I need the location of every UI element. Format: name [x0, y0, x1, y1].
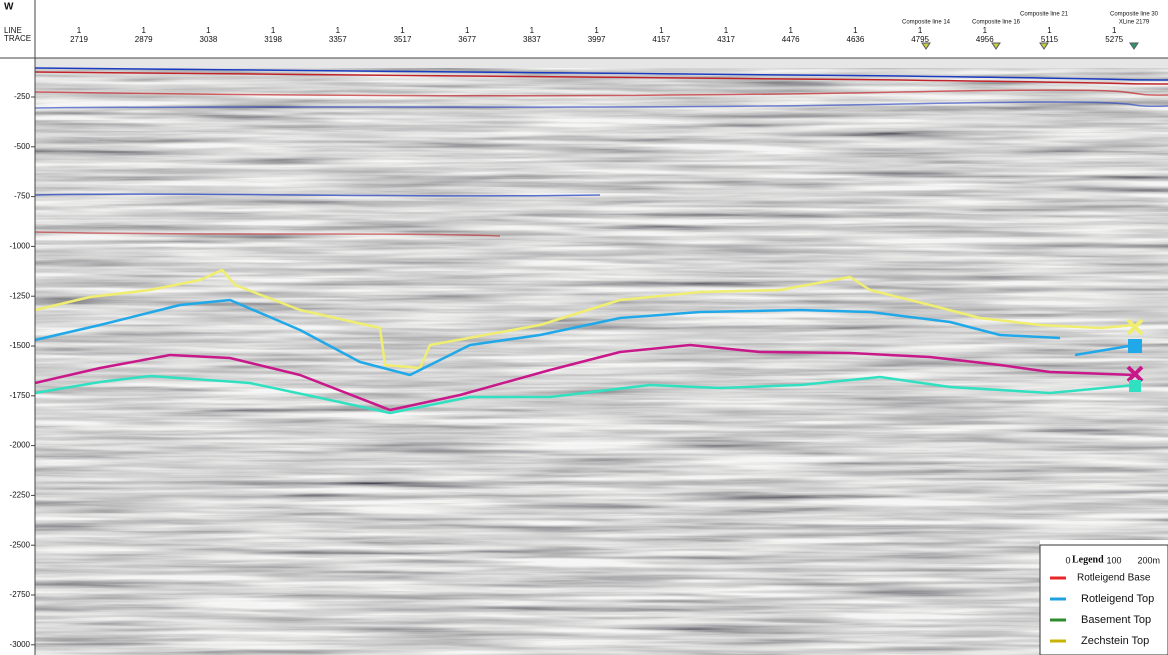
- end-marker: [1126, 365, 1144, 383]
- side-label: W: [4, 2, 14, 13]
- end-marker: [1126, 318, 1144, 336]
- trace-number: 3677: [458, 35, 476, 44]
- trace-number: 4157: [652, 35, 670, 44]
- y-tick-label: -3000: [10, 640, 31, 649]
- base-horizon: [34, 343, 1136, 412]
- trace-number: 3198: [264, 35, 282, 44]
- y-tick-label: -750: [14, 192, 31, 201]
- well-marker: [991, 42, 1001, 50]
- well-marker: [921, 42, 931, 50]
- scale-label: 100: [1106, 555, 1121, 565]
- y-tick-label: -1750: [10, 391, 31, 400]
- line-number: 1: [788, 26, 793, 35]
- end-marker: [1129, 380, 1141, 392]
- composite-line-label: XLine 2179: [1119, 20, 1150, 26]
- y-tick-label: -2750: [10, 590, 31, 599]
- y-tick-label: -2000: [10, 441, 31, 450]
- line-label: LINE: [4, 26, 22, 35]
- line-number: 1: [1047, 26, 1052, 35]
- line-number: 1: [400, 26, 405, 35]
- composite-line-label: Composite line 14: [902, 20, 951, 26]
- line-number: 1: [206, 26, 211, 35]
- trace-number: 3357: [329, 35, 347, 44]
- trace-number: 3038: [200, 35, 218, 44]
- line-number: 1: [141, 26, 146, 35]
- y-tick-label: -2500: [10, 540, 31, 549]
- trace-number: 3997: [588, 35, 606, 44]
- trace-number: 2879: [135, 35, 153, 44]
- trace-number: 4795: [911, 35, 929, 44]
- y-tick-label: -1500: [10, 341, 31, 350]
- legend-label: Zechstein Top: [1081, 635, 1149, 647]
- scale-label: 0: [1065, 555, 1070, 565]
- trace-number: 4956: [976, 35, 994, 44]
- line-number: 1: [336, 26, 341, 35]
- line-number: 1: [724, 26, 729, 35]
- zechstein-horizon: [34, 268, 1136, 370]
- y-tick-label: -2250: [10, 491, 31, 500]
- line-number: 1: [271, 26, 276, 35]
- line-number: 1: [465, 26, 470, 35]
- trace-label: TRACE: [4, 34, 31, 43]
- end-marker: [1128, 339, 1142, 353]
- y-tick-label: -1000: [10, 242, 31, 251]
- legend-label: Rotleigend Base: [1077, 573, 1151, 584]
- line-number: 1: [918, 26, 923, 35]
- basement-horizon: [34, 374, 1136, 415]
- line-number: 1: [659, 26, 664, 35]
- trace-number: 4317: [717, 35, 735, 44]
- legend-label: Rotleigend Top: [1081, 593, 1154, 605]
- rotleigend-top-horizon-2: [1074, 343, 1136, 357]
- y-tick-label: -500: [14, 142, 31, 151]
- y-tick-label: -1250: [10, 291, 31, 300]
- trace-number: 3517: [394, 35, 412, 44]
- line-number: 1: [77, 26, 82, 35]
- water-layer: [35, 58, 1168, 68]
- well-marker: [1039, 42, 1049, 50]
- rotleigend-top-horizon: [34, 298, 1061, 377]
- reflectors: [34, 67, 1168, 237]
- line-number: 1: [853, 26, 858, 35]
- line-number: 1: [530, 26, 535, 35]
- legend-label: Basement Top: [1081, 614, 1151, 626]
- line-number: 1: [594, 26, 599, 35]
- scale-label: 200m: [1137, 555, 1160, 565]
- composite-line-label: Composite line 21: [1020, 12, 1069, 18]
- legend-title: Legend: [1072, 554, 1104, 565]
- line-number: 1: [983, 26, 988, 35]
- well-marker: [1129, 42, 1139, 50]
- composite-line-label: Composite line 16: [972, 20, 1021, 26]
- trace-number: 4636: [847, 35, 865, 44]
- composite-line-label: Composite line 30: [1110, 12, 1159, 18]
- y-tick-label: -250: [14, 92, 31, 101]
- trace-number: 4476: [782, 35, 800, 44]
- horizons: [34, 268, 1144, 415]
- trace-number: 2719: [70, 35, 88, 44]
- trace-number: 5115: [1041, 35, 1059, 44]
- line-number: 1: [1112, 26, 1117, 35]
- trace-number: 5275: [1105, 35, 1123, 44]
- trace-number: 3837: [523, 35, 541, 44]
